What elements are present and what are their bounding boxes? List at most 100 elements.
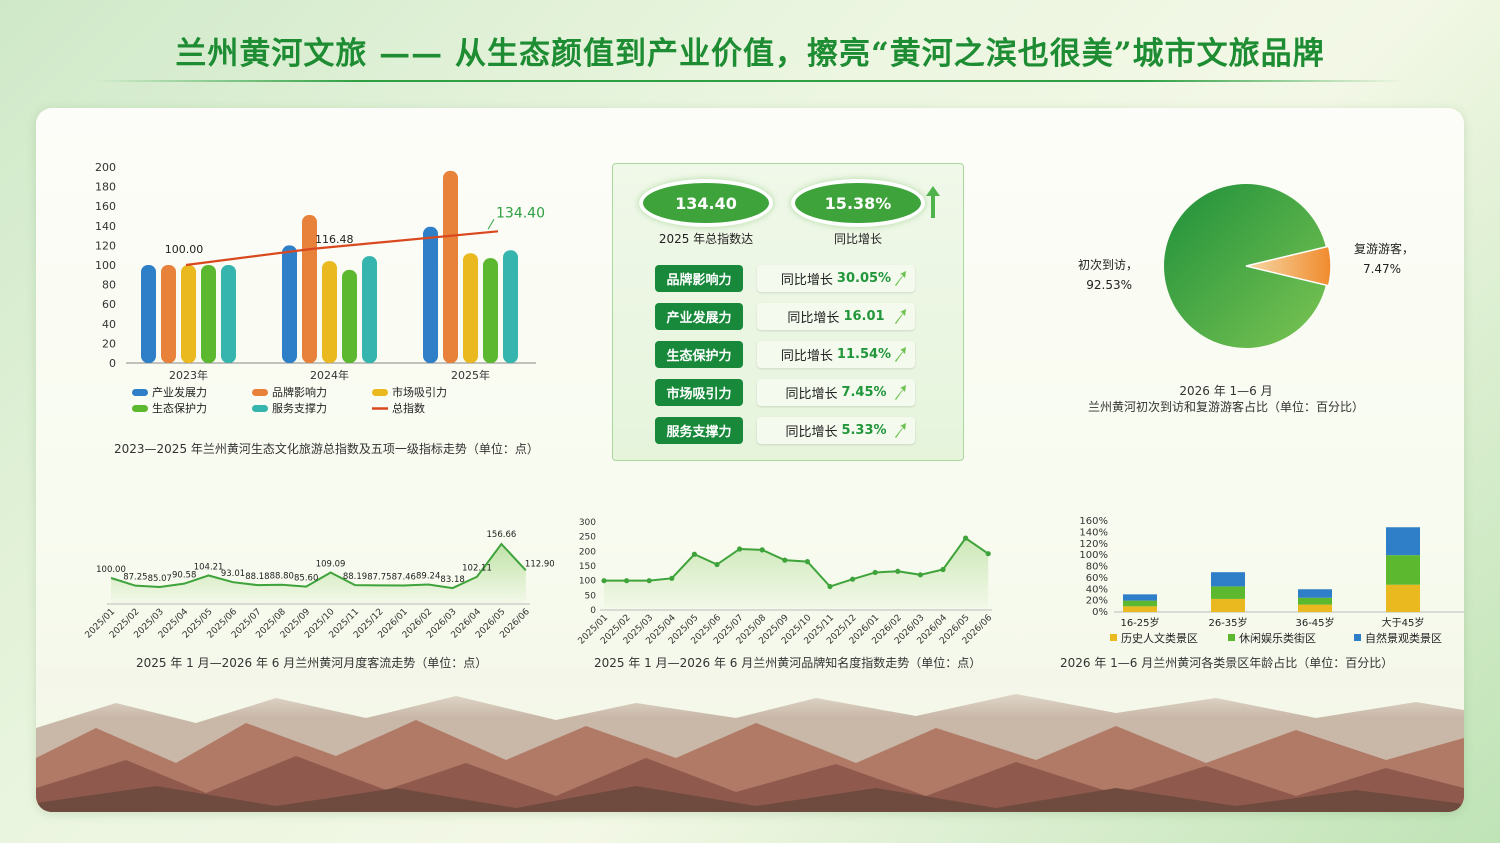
data-label: 102.11 (462, 564, 492, 574)
data-point (646, 578, 652, 584)
y-tick-label: 0% (1092, 607, 1108, 618)
bar (161, 265, 176, 363)
kpi-tag-2: 生态保护力 (655, 341, 743, 368)
data-label: 156.66 (487, 530, 517, 540)
x-tick-label: 16-25岁 (1120, 616, 1159, 629)
kpi-growth-prefix: 同比增长 (780, 349, 833, 364)
stacked-bar-segment (1123, 606, 1157, 612)
data-label: 93.01 (221, 569, 245, 579)
growth-arrow-icon (895, 347, 906, 362)
kpi-growth-prefix: 同比增长 (780, 273, 833, 288)
y-tick-label: 300 (579, 518, 596, 528)
total-index-value: 134.40 (643, 183, 769, 223)
kpi-growth-0: 同比增长 30.05% (757, 265, 915, 292)
x-tick-label: 26-35岁 (1208, 616, 1247, 629)
data-label: 104.21 (194, 562, 224, 572)
data-label: 100.00 (96, 565, 126, 575)
data-point (759, 547, 765, 553)
kpi-growth-2: 同比增长 11.54% (757, 341, 915, 368)
pie-label-value: 92.53% (1086, 278, 1132, 292)
data-label: 112.90 (525, 559, 555, 569)
legend-swatch (132, 389, 148, 396)
bar (322, 261, 337, 363)
stacked-bar-segment (1386, 555, 1420, 585)
total-index-label: 2025 年总指数达 (658, 232, 754, 246)
bar (201, 265, 216, 363)
y-tick-label: 20% (1086, 596, 1108, 607)
y-tick-label: 0 (590, 606, 596, 616)
legend-label: 历史人文类景区 (1121, 631, 1198, 645)
legend-swatch (1354, 634, 1361, 641)
bar (443, 170, 458, 363)
bar (342, 269, 357, 363)
kpi-growth-prefix: 同比增长 (787, 311, 840, 326)
data-point (850, 576, 856, 582)
data-point (917, 572, 923, 578)
page-title: 兰州黄河文旅 —— 从生态颜值到产业价值，擦亮“黄河之滨也很美”城市文旅品牌 (175, 36, 1325, 72)
data-label: 90.58 (172, 571, 196, 581)
x-tick-label: 2024年 (310, 368, 349, 382)
legend-label: 市场吸引力 (392, 385, 447, 399)
mountain-backdrop (36, 668, 1464, 812)
age-stacked-bar-chart: 0%20%40%60%80%100%120%140%160% 16-25岁 26-3… (1079, 516, 1464, 645)
kpi-growth-value: 11.54% (836, 347, 892, 362)
pie-label-name: 初次到访， (1078, 258, 1138, 272)
stacked-bar-segment (1298, 589, 1332, 598)
y-tick-label: 80 (102, 279, 116, 292)
bar (141, 265, 156, 363)
legend-swatch (1110, 634, 1117, 641)
flow-caption: 2025 年 1 月—2026 年 6 月兰州黄河月度客流走势（单位：点） (136, 656, 488, 670)
y-tick-label: 160 (95, 200, 116, 213)
bar (362, 256, 377, 363)
data-point (737, 546, 743, 552)
kpi-growth-value: 5.33% (841, 423, 887, 438)
data-label: 88.80 (270, 572, 294, 582)
y-tick-label: 60 (102, 298, 116, 311)
kpi-growth-prefix: 同比增长 (785, 425, 838, 440)
stacked-bar-segment (1211, 598, 1245, 612)
y-tick-label: 200 (95, 161, 116, 174)
kpi-growth-4: 同比增长 5.33% (757, 417, 915, 444)
data-label: 109.09 (316, 560, 346, 570)
kpi-tag-0: 品牌影响力 (655, 265, 743, 292)
kpi-growth-value: 16.01 (843, 309, 885, 324)
kpi-tag-4: 服务支撑力 (655, 417, 743, 444)
data-point (804, 559, 810, 565)
pie-slice-revisit (1245, 245, 1332, 287)
data-point (601, 578, 607, 584)
age-caption: 2026 年 1—6 月兰州黄河各类景区年龄占比（单位：百分比） (1060, 656, 1394, 670)
data-label: 87.46 (392, 573, 416, 583)
y-tick-label: 100 (95, 259, 116, 272)
y-tick-label: 120% (1079, 539, 1108, 550)
flow-line (110, 542, 527, 590)
y-tick-label: 180 (95, 181, 116, 194)
legend-label: 自然景观类景区 (1365, 631, 1442, 645)
legend-label: 休闲娱乐类街区 (1239, 631, 1316, 645)
kpi-growth-1: 同比增长 16.01 (757, 303, 915, 330)
bar (181, 265, 196, 363)
legend-swatch (132, 405, 148, 412)
bar (423, 226, 438, 363)
y-tick-label: 0 (109, 357, 116, 370)
stacked-bar-segment (1298, 597, 1332, 605)
y-tick-label: 150 (579, 562, 596, 572)
data-label: 85.60 (294, 574, 318, 584)
y-tick-label: 140% (1079, 527, 1108, 538)
growth-arrow-icon (895, 271, 906, 286)
data-point (963, 535, 969, 541)
kpi-growth-3: 同比增长 7.45% (757, 379, 915, 406)
brand-line-chart: 0501001502002503002025/012025/022025/032… (577, 518, 995, 647)
data-label: 87.25 (123, 573, 147, 583)
bar (503, 250, 518, 363)
brand-caption: 2025 年 1 月—2026 年 6 月兰州黄河品牌知名度指数走势（单位：点） (594, 656, 982, 670)
pie-label-value: 7.47% (1363, 262, 1401, 276)
index-bar-caption: 2023—2025 年兰州黄河生态文化旅游总指数及五项一级指标走势（单位：点） (114, 442, 539, 456)
stacked-bar-segment (1123, 594, 1157, 601)
data-point (872, 569, 878, 576)
label-leader (487, 219, 495, 230)
legend-swatch (1228, 634, 1235, 641)
data-point (624, 578, 630, 584)
y-tick-label: 140 (95, 220, 116, 233)
data-point (782, 557, 788, 563)
dashboard-panel: 0 20 40 60 80 100 120 140 160 180 200 2023年 2024年 202… (36, 108, 1464, 812)
